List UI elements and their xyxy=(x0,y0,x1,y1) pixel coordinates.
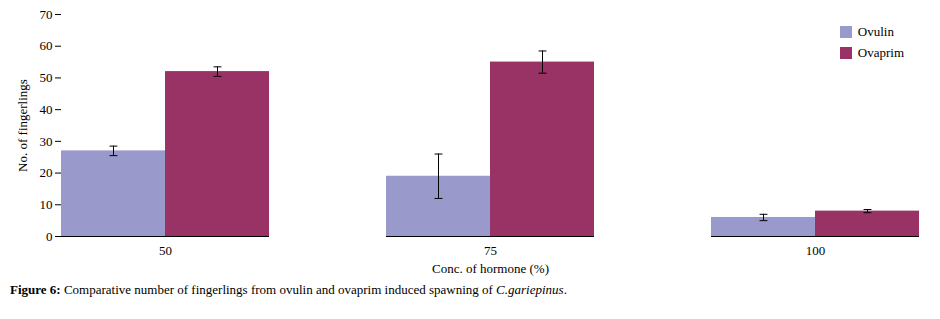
svg-text:100: 100 xyxy=(806,243,826,258)
html-text:Figure 6: Comparative number o: Figure 6: Comparative number of fingerli… xyxy=(10,282,567,297)
svg-text:70: 70 xyxy=(40,7,53,22)
svg-text:10: 10 xyxy=(40,197,53,212)
svg-text:60: 60 xyxy=(40,38,53,53)
svg-text:50: 50 xyxy=(40,70,53,85)
html-text:Ovaprim: Ovaprim xyxy=(857,44,904,60)
svg-text:40: 40 xyxy=(40,102,53,117)
svg-text:50: 50 xyxy=(159,243,172,258)
svg-text:0: 0 xyxy=(46,229,53,244)
svg-text:Conc. of hormone (%): Conc. of hormone (%) xyxy=(432,261,549,276)
html-text:Ovulin: Ovulin xyxy=(857,24,894,39)
svg-text:No. of fingerlings: No. of fingerlings xyxy=(15,79,30,172)
svg-text:75: 75 xyxy=(484,243,497,258)
svg-text:20: 20 xyxy=(40,165,53,180)
svg-text:30: 30 xyxy=(40,134,53,149)
